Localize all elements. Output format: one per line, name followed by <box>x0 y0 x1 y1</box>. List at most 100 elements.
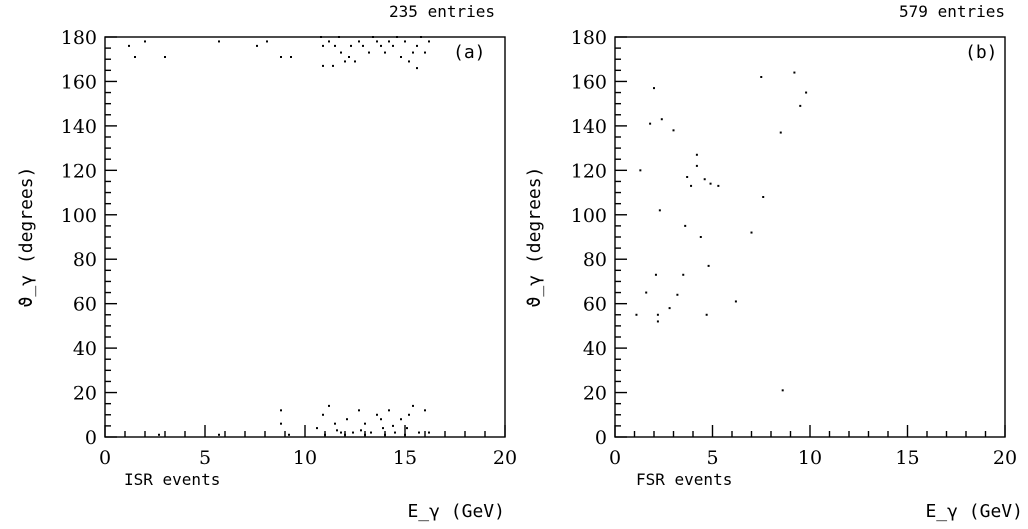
data-point <box>376 40 378 43</box>
data-point <box>328 40 330 43</box>
data-point <box>362 44 364 47</box>
x-axis-label: E_γ (GeV) <box>407 501 505 522</box>
data-point <box>416 67 418 70</box>
data-point <box>340 51 342 54</box>
tick-group: 0 5 10 20 15 0 20 40 60 80 100 120 140 160 180 <box>61 27 517 469</box>
data-point <box>406 427 408 430</box>
data-point <box>322 44 324 47</box>
y-tick-label: 40 <box>73 338 97 360</box>
data-point <box>340 431 342 434</box>
data-point <box>380 418 382 421</box>
y-axis-label: ϑ_γ (degrees) <box>524 167 545 308</box>
data-point <box>348 56 350 58</box>
data-point <box>322 64 324 67</box>
y-tick-label: 140 <box>571 116 607 138</box>
x-tick-label: 15 <box>393 447 417 469</box>
data-point <box>322 413 324 416</box>
data-point <box>668 307 671 310</box>
data-point <box>384 51 386 54</box>
data-point <box>354 60 356 63</box>
data-point <box>416 44 418 47</box>
data-point <box>672 129 675 132</box>
data-point <box>676 293 679 296</box>
data-point <box>384 433 386 436</box>
y-tick-label: 0 <box>85 427 97 449</box>
y-axis-label: ϑ_γ (degrees) <box>16 167 37 308</box>
plot-frame <box>104 36 506 438</box>
entries-count-text: 579 entries <box>899 2 1005 21</box>
data-point <box>218 433 220 436</box>
x-tick-label: 0 <box>609 447 621 469</box>
data-point <box>388 409 390 412</box>
data-point <box>412 51 414 54</box>
data-point <box>358 409 360 412</box>
data-point <box>639 169 642 172</box>
data-point <box>344 433 346 436</box>
data-point <box>645 291 648 294</box>
data-point <box>256 44 258 47</box>
data-point <box>428 40 430 43</box>
y-tick-label: 20 <box>583 383 607 405</box>
data-point <box>218 40 220 43</box>
data-point <box>805 91 808 94</box>
y-tick-label: 80 <box>583 249 607 271</box>
data-point <box>400 56 402 58</box>
data-point <box>695 153 698 156</box>
data-point <box>144 40 146 43</box>
data-point <box>372 36 374 38</box>
data-point <box>707 264 710 267</box>
panel-b: 579 entries (b) FSR events E_γ (GeV) ϑ_γ… <box>524 2 1023 522</box>
y-tick-label: 180 <box>571 27 607 49</box>
data-point <box>158 433 160 436</box>
data-point <box>392 44 394 47</box>
data-point <box>324 433 326 436</box>
data-point <box>703 178 706 181</box>
y-tick-label: 180 <box>61 27 97 49</box>
data-point <box>338 36 340 38</box>
data-point <box>328 404 330 407</box>
plot-frame <box>614 36 1006 438</box>
data-point <box>408 60 410 63</box>
x-tick-label: 10 <box>798 447 822 469</box>
event-type-label: ISR events <box>124 470 220 489</box>
event-type-label: FSR events <box>636 470 732 489</box>
data-point <box>653 87 655 90</box>
x-tick-label: 0 <box>99 447 111 469</box>
data-point <box>400 418 402 421</box>
data-point <box>380 44 382 47</box>
data-point <box>368 51 370 54</box>
data-point <box>762 196 765 198</box>
data-point <box>705 313 708 316</box>
data-point <box>350 44 352 47</box>
data-point <box>346 418 348 421</box>
data-point <box>370 431 372 434</box>
data-point <box>412 404 414 407</box>
data-point <box>280 56 282 58</box>
data-point <box>336 429 338 432</box>
data-point <box>408 413 410 416</box>
panel-label: (b) <box>965 42 998 63</box>
data-point <box>334 422 336 425</box>
data-point <box>424 51 426 54</box>
data-point <box>128 44 130 47</box>
x-tick-label: 10 <box>293 447 317 469</box>
x-tick-label: 5 <box>706 447 718 469</box>
data-point <box>717 184 720 187</box>
data-points <box>635 71 808 392</box>
panel-label: (a) <box>453 42 486 63</box>
y-tick-label: 60 <box>73 294 97 316</box>
data-point <box>418 431 420 434</box>
data-point <box>388 40 390 43</box>
y-tick-label: 120 <box>571 160 607 182</box>
data-point <box>654 273 657 276</box>
data-point <box>709 182 712 185</box>
data-point <box>699 236 702 238</box>
y-tick-label: 160 <box>61 71 97 93</box>
data-point <box>360 429 362 432</box>
data-point <box>358 40 360 43</box>
data-point <box>320 36 322 38</box>
data-point <box>352 431 354 434</box>
data-points <box>128 36 430 436</box>
y-tick-label: 80 <box>73 249 97 271</box>
tick-group: 0 5 10 20 15 0 20 40 60 80 100 120 140 160 180 <box>571 27 1017 469</box>
